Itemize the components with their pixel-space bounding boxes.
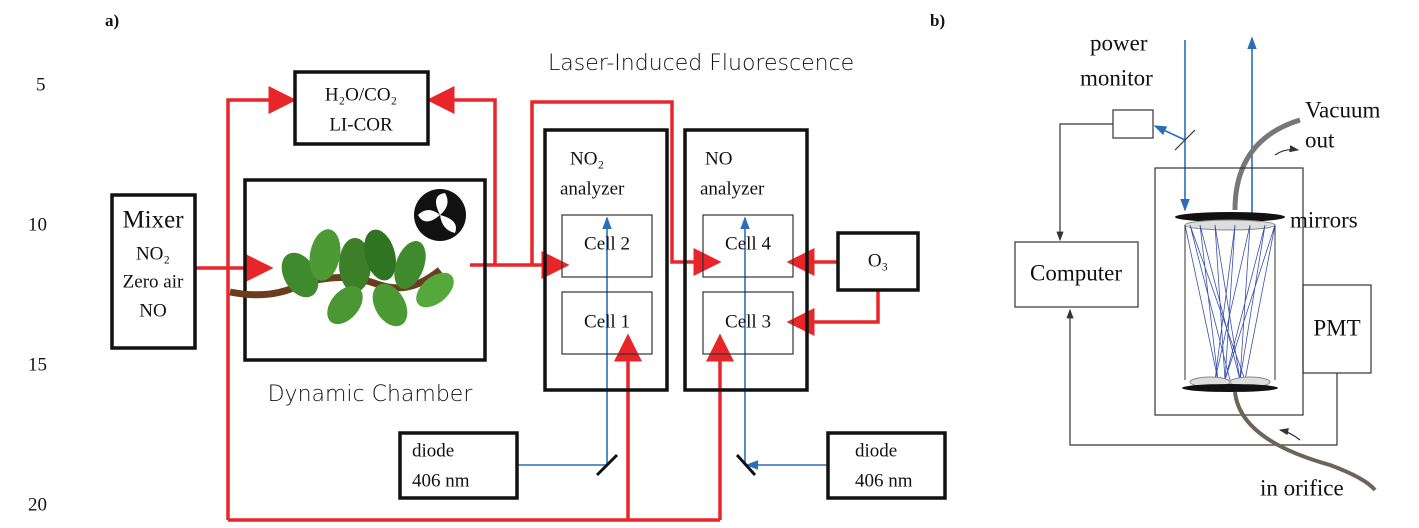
label: power — [1090, 30, 1148, 55]
diode-box — [398, 431, 519, 500]
label: monitor — [1080, 65, 1153, 90]
plant — [229, 229, 454, 327]
cell — [561, 214, 653, 278]
licor-box — [293, 70, 430, 146]
cell — [561, 291, 653, 355]
label: diode — [412, 440, 454, 461]
computer-box — [1014, 241, 1139, 308]
mirror — [1184, 219, 1276, 231]
label: NO₂ — [570, 148, 604, 169]
cell — [702, 291, 794, 355]
label: PMT — [1313, 315, 1360, 340]
analyzer-box — [543, 128, 669, 392]
fan — [414, 189, 466, 241]
flow-line — [226, 86, 297, 520]
ozone-box — [836, 231, 920, 292]
flow-line — [530, 100, 722, 276]
label: 406 nm — [855, 470, 913, 491]
label: Mixer — [122, 207, 184, 234]
label: Zero air — [123, 271, 184, 292]
cell — [702, 214, 794, 278]
label: 406 nm — [412, 470, 470, 491]
wire — [1066, 308, 1338, 446]
label: Cell 2 — [584, 233, 630, 254]
label: analyzer — [560, 178, 625, 199]
flow-arrow — [1274, 145, 1300, 156]
analyzer-box — [683, 128, 809, 392]
line-numbers: 5 10 15 20 — [28, 74, 47, 515]
laser-beam — [1153, 125, 1186, 141]
flow-line — [426, 86, 497, 265]
flow-arrow — [1278, 428, 1301, 441]
label: NO₂ — [136, 243, 170, 264]
label: Vacuum — [1305, 97, 1380, 122]
label: O₃ — [868, 250, 888, 271]
beam-pattern — [1184, 224, 1276, 382]
flow-line — [786, 290, 880, 336]
label: H₂O/CO₂ — [325, 84, 397, 105]
mirror — [1182, 384, 1278, 392]
cell-housing — [1154, 167, 1304, 416]
mirror — [595, 453, 619, 477]
label: in orifice — [1260, 475, 1344, 500]
label: mirrors — [1290, 207, 1358, 232]
vacuum-line — [1232, 117, 1301, 211]
beam-splitter — [1174, 129, 1196, 151]
panel-a: Laser-Induced Fluorescence H₂O/CO₂ LI-CO… — [110, 51, 947, 522]
label: NO — [139, 300, 166, 321]
power-monitor — [1112, 109, 1154, 139]
label: Computer — [1030, 260, 1122, 285]
mirror — [1175, 212, 1285, 222]
label: Cell 1 — [584, 311, 630, 332]
label: LI-COR — [329, 114, 393, 135]
line-number: 15 — [28, 354, 47, 375]
chamber-box — [243, 178, 487, 362]
label: NO — [705, 148, 732, 169]
wire — [1056, 123, 1113, 242]
panel-label: a) — [105, 11, 119, 30]
line-number: 10 — [28, 214, 47, 235]
panel-b: power monitor Vacuum out mirrors Compute… — [1014, 30, 1380, 500]
label: analyzer — [700, 178, 765, 199]
line-number: 5 — [36, 74, 46, 95]
diode-box — [826, 431, 947, 500]
label: diode — [855, 440, 897, 461]
mixer-box — [110, 193, 197, 350]
panel-label: b) — [930, 11, 945, 30]
title: Laser-Induced Fluorescence — [548, 51, 854, 76]
mirror — [735, 453, 757, 477]
line-number: 20 — [28, 494, 47, 515]
label: Dynamic Chamber — [268, 382, 474, 407]
label: Cell 4 — [725, 233, 771, 254]
label: out — [1305, 127, 1335, 152]
label: Cell 3 — [725, 311, 771, 332]
inlet-line — [1233, 391, 1377, 492]
